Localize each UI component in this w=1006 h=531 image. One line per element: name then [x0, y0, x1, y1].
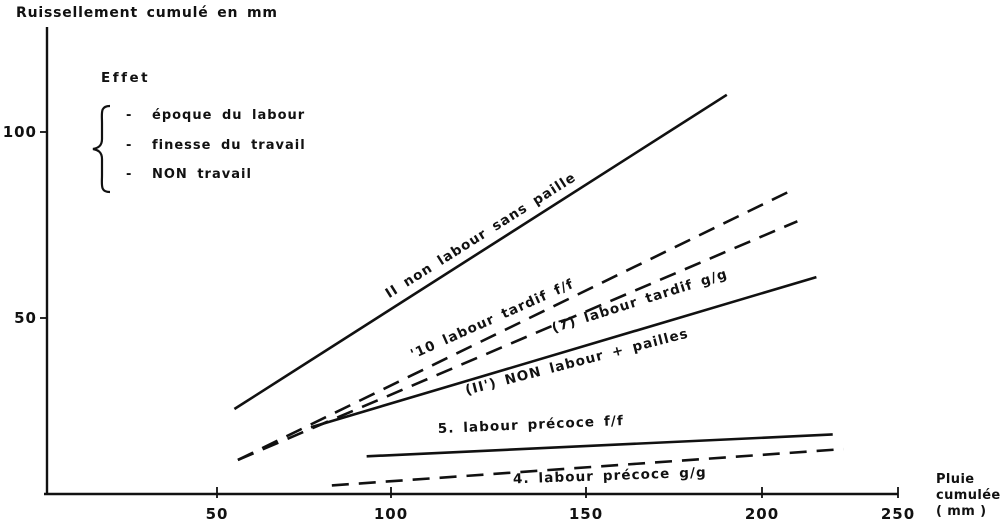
series-label-ii-non-labour-sans-paille: II non labour sans paille — [383, 169, 580, 301]
series-line-1 — [237, 190, 790, 462]
legend-item-label: finesse du travail — [152, 138, 306, 153]
legend-title: Effet — [101, 70, 151, 86]
x-tick-label-50: 50 — [206, 505, 229, 523]
x-axis-title-line2: cumulée — [936, 488, 1001, 503]
x-axis-title: Pluie cumulée ( mm ) — [936, 472, 1001, 520]
series-label-5-labour-precoce-ff: 5. labour précoce f/f — [437, 413, 624, 437]
x-tick-label-250: 250 — [881, 505, 915, 523]
legend-item-non-travail: - NON travail — [126, 167, 252, 182]
legend-item-label: époque du labour — [152, 108, 306, 123]
legend-brace — [92, 104, 111, 194]
y-tick-label-50: 50 — [14, 309, 37, 327]
series-label-10-labour-tardif-ff: '10 labour tardif f/f — [408, 276, 576, 363]
axes — [44, 27, 898, 496]
x-tick-label-150: 150 — [569, 505, 603, 523]
legend-bullet: - — [126, 108, 133, 123]
legend-item-epoque: - époque du labour — [126, 108, 305, 123]
y-axis-title: Ruissellement cumulé en mm — [16, 5, 278, 21]
series-label-layer: II non labour sans paille '10 labour tar… — [383, 169, 730, 487]
series-label-4-labour-precoce-gg: 4. labour précoce g/g — [513, 465, 707, 488]
legend-bullet: - — [126, 138, 133, 153]
x-tick-label-200: 200 — [745, 505, 779, 523]
series-line-3 — [310, 275, 817, 429]
legend-item-label: NON travail — [152, 167, 252, 182]
series-line-0 — [233, 93, 728, 411]
x-axis-title-line1: Pluie — [936, 472, 975, 487]
series-line-2 — [237, 220, 798, 462]
legend-item-finesse: - finesse du travail — [126, 138, 306, 153]
series-line-5 — [331, 447, 844, 487]
legend-bullet: - — [126, 167, 133, 182]
x-tick-label-100: 100 — [374, 505, 408, 523]
series-line-4 — [366, 433, 833, 458]
x-axis-title-line3: ( mm ) — [936, 504, 987, 519]
series-label-7-labour-tardif-gg: (7) labour tardif g/g — [550, 266, 730, 336]
y-tick-label-100: 100 — [3, 123, 37, 141]
series-layer — [233, 93, 844, 487]
series-label-ii-prime-non-labour-pailles: (II') NON labour + pailles — [464, 326, 691, 399]
tick-layer: 50 100 150 200 250 50 100 — [3, 123, 915, 523]
curly-brace-shape — [92, 104, 111, 194]
